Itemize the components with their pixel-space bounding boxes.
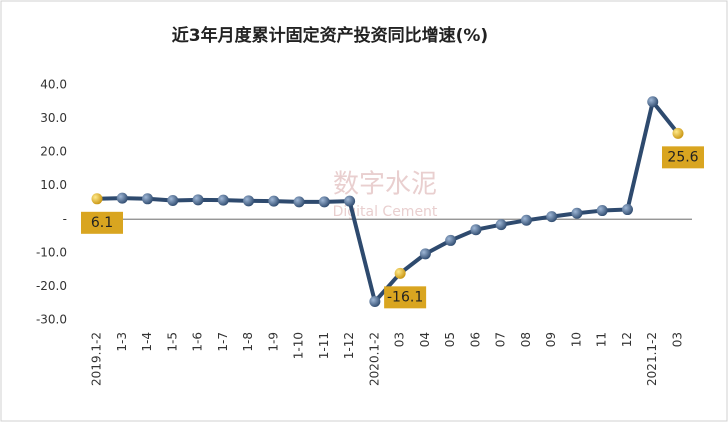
- x-tick-label: 1-3: [115, 332, 129, 352]
- marker: [318, 196, 330, 208]
- value-label: 25.6: [667, 149, 698, 165]
- y-tick-label: -20.0: [36, 279, 67, 293]
- x-tick-label: 1-7: [216, 332, 230, 352]
- x-tick-label: 1-9: [266, 332, 280, 352]
- x-tick-label: 05: [443, 332, 457, 347]
- y-tick-label: 10.0: [40, 178, 67, 192]
- value-label: 6.1: [91, 215, 113, 231]
- value-label: -16.1: [387, 289, 423, 305]
- marker: [596, 205, 608, 217]
- y-tick-label: -10.0: [36, 245, 67, 259]
- marker: [394, 267, 406, 279]
- watermark: Digital Cement: [333, 204, 438, 220]
- value-label-box: [662, 146, 704, 169]
- chart-title: 近3年月度累计固定资产投资同比增速(%): [172, 25, 488, 46]
- marker: [621, 204, 633, 216]
- y-tick-label: 20.0: [40, 145, 67, 159]
- x-tick-label: 08: [519, 332, 533, 347]
- marker: [116, 192, 128, 204]
- y-tick-label: 30.0: [40, 111, 67, 125]
- x-tick-label: 10: [569, 332, 583, 347]
- x-tick-label: 2021.1-2: [645, 332, 659, 386]
- watermark: 数字水泥: [333, 170, 437, 200]
- x-tick-label: 04: [418, 332, 432, 347]
- x-tick-label: 2019.1-2: [90, 332, 104, 386]
- marker: [445, 234, 457, 246]
- x-tick-label: 1-5: [165, 332, 179, 352]
- marker: [91, 193, 103, 205]
- value-label-box: [384, 286, 427, 309]
- marker: [470, 224, 482, 236]
- marker: [167, 194, 179, 206]
- x-tick-label: 1-6: [191, 332, 205, 352]
- x-tick-label: 03: [393, 332, 407, 347]
- y-tick-label: -: [63, 212, 67, 226]
- x-tick-label: 1-11: [317, 332, 331, 359]
- x-tick-label: 03: [671, 332, 685, 347]
- y-tick-label: -30.0: [36, 313, 67, 327]
- marker: [217, 194, 229, 206]
- marker: [293, 196, 305, 208]
- x-tick-label: 2020.1-2: [367, 332, 381, 386]
- x-tick-label: 1-4: [140, 332, 154, 352]
- x-tick-label: 06: [468, 332, 482, 347]
- x-tick-label: 1-12: [342, 332, 356, 359]
- marker: [647, 96, 659, 108]
- x-tick-label: 07: [494, 332, 508, 347]
- x-tick-label: 11: [595, 332, 609, 347]
- marker: [571, 207, 583, 219]
- value-label-box: [81, 211, 123, 234]
- marker: [142, 193, 154, 205]
- marker: [369, 296, 381, 308]
- x-tick-label: 1-10: [292, 332, 306, 359]
- marker: [419, 248, 431, 260]
- marker: [546, 211, 558, 223]
- x-tick-label: 09: [544, 332, 558, 347]
- x-tick-label: 1-8: [241, 332, 255, 352]
- y-tick-label: 40.0: [40, 78, 67, 92]
- marker: [192, 194, 204, 206]
- marker: [495, 219, 507, 231]
- marker: [520, 214, 532, 226]
- marker: [268, 195, 280, 207]
- marker: [344, 195, 356, 207]
- marker: [243, 195, 255, 207]
- x-tick-label: 12: [620, 332, 634, 347]
- marker: [672, 127, 684, 139]
